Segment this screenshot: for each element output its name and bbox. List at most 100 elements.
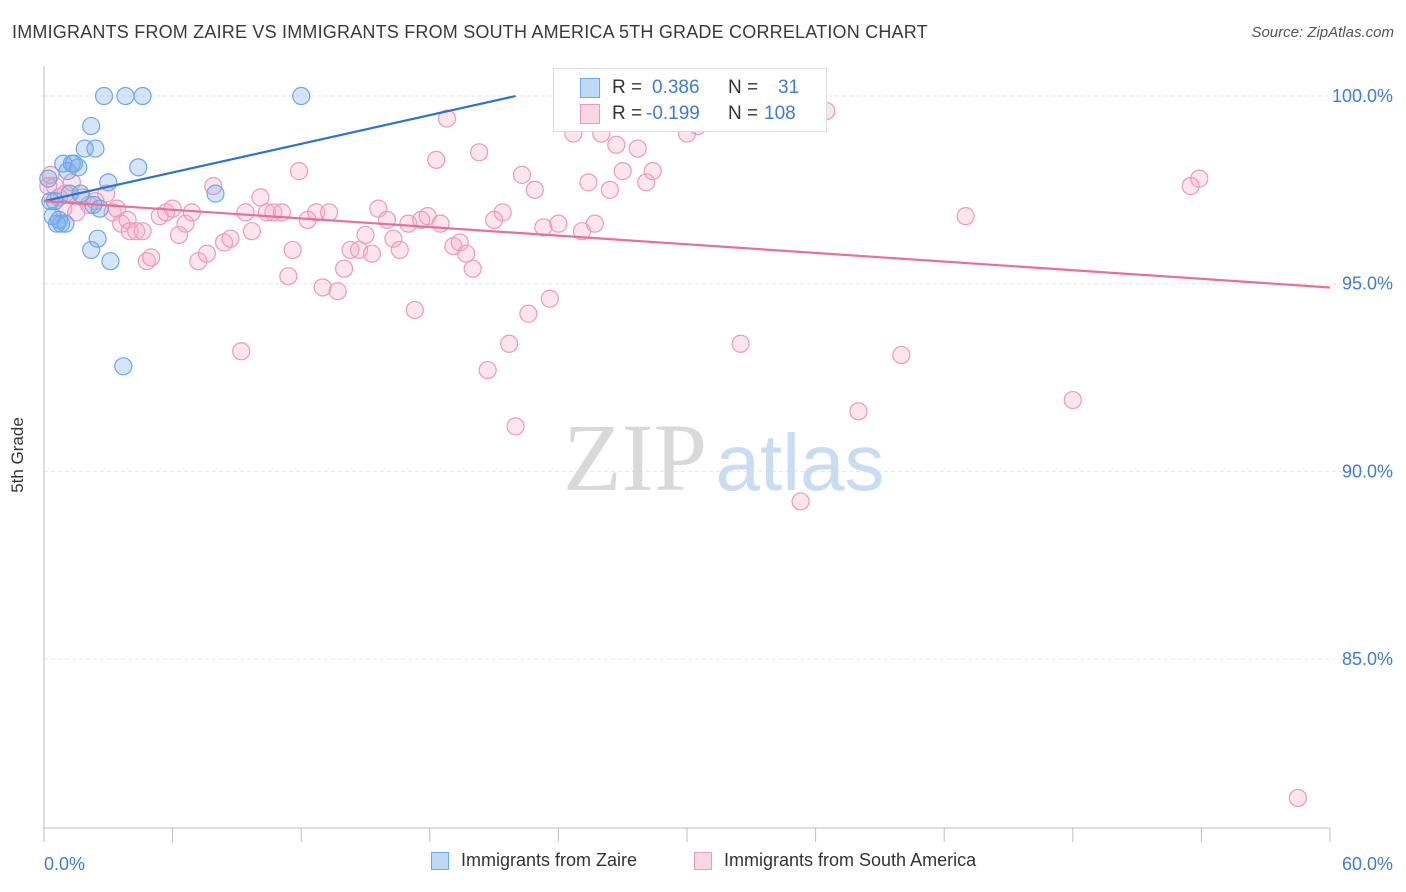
south-america-point [279, 267, 298, 286]
zaire-point [82, 116, 101, 136]
stats-legend: R = 0.386 N = 31 R = -0.199 N = 108 [553, 68, 827, 132]
south-america-point [289, 162, 309, 181]
zaire-trend-line [43, 94, 516, 203]
south-america-point [1190, 169, 1209, 188]
legend-label: Immigrants from South America [724, 850, 977, 870]
south-america-point [334, 259, 354, 278]
south-america-point [628, 139, 647, 158]
zaire-point [75, 139, 94, 158]
south-america-point [221, 229, 240, 248]
r-value: 0.386 [652, 77, 700, 98]
south-america-legend-swatch [694, 851, 712, 870]
legend-label: Immigrants from Zaire [461, 850, 638, 870]
south-america-point [450, 233, 469, 252]
zaire-swatch [580, 78, 600, 98]
south-america-point [39, 177, 58, 196]
zaire-point [52, 214, 71, 233]
n-label: N = [728, 77, 759, 98]
south-america-point [607, 135, 626, 154]
r-label: R = [612, 77, 643, 98]
south-america-point [463, 259, 482, 278]
south-america-point [1288, 788, 1307, 808]
south-america-point [956, 207, 975, 226]
south-america-point [204, 177, 223, 196]
south-america-point [500, 334, 519, 353]
south-america-swatch [580, 104, 600, 124]
n-value: 108 [764, 103, 796, 124]
south-america-point [469, 143, 489, 162]
south-america-point [892, 345, 911, 365]
r-label: R = [612, 103, 643, 124]
south-america-point [390, 240, 409, 260]
south-america-point [142, 248, 161, 267]
south-america-point [506, 417, 525, 436]
legend-item-zaire[interactable]: Immigrants from Zaire [431, 850, 637, 871]
watermark-zip: ZIP [563, 404, 707, 511]
y-tick-label: 100.0% [1332, 86, 1393, 106]
south-america-point [585, 214, 604, 233]
south-america-point [579, 173, 598, 192]
zaire-point [114, 357, 133, 376]
zaire-point [133, 86, 152, 106]
n-label: N = [728, 103, 759, 124]
south-america-point [120, 222, 139, 241]
south-america-point [176, 214, 195, 233]
south-america-point [427, 150, 446, 169]
south-america-point [437, 109, 457, 128]
watermark-atlas: atlas [716, 418, 885, 507]
south-america-point [362, 244, 382, 263]
r-value: -0.199 [646, 103, 700, 124]
n-value: 31 [778, 77, 800, 98]
zaire-point [90, 199, 109, 218]
zaire-point [292, 86, 311, 106]
source-label: Source: ZipAtlas.com [1251, 24, 1394, 41]
y-tick-label: 85.0% [1342, 649, 1393, 669]
y-tick-label: 95.0% [1342, 274, 1393, 294]
south-america-point [319, 203, 339, 222]
south-america-point [478, 360, 497, 380]
south-america-point [600, 180, 619, 199]
south-america-point [97, 184, 116, 203]
south-america-point [307, 203, 326, 222]
south-america-point [431, 214, 450, 233]
zaire-point [62, 154, 81, 173]
south-america-point [384, 229, 403, 248]
chart-title: IMMIGRANTS FROM ZAIRE VS IMMIGRANTS FROM… [12, 22, 928, 42]
south-america-point [457, 244, 476, 263]
zaire-point [101, 252, 120, 271]
zaire-point [88, 229, 107, 248]
south-america-point [549, 214, 568, 233]
south-america-point [791, 492, 810, 511]
south-america-trend-line [43, 200, 1331, 289]
zaire-point [94, 86, 114, 106]
south-america-point [637, 173, 656, 192]
south-america-point [643, 162, 662, 181]
south-america-point [377, 210, 397, 230]
south-america-point [731, 334, 750, 353]
x-tick-label: 0.0% [44, 854, 85, 874]
south-america-point [283, 240, 302, 260]
south-america-point [133, 222, 152, 241]
south-america-point [236, 203, 255, 222]
y-tick-label: 90.0% [1342, 461, 1393, 481]
south-america-point [540, 289, 559, 308]
zaire-point [129, 158, 148, 177]
legend-item-south-america[interactable]: Immigrants from South America [694, 850, 976, 871]
south-america-point [613, 162, 632, 181]
south-america-point [197, 244, 216, 263]
south-america-point [242, 222, 262, 241]
south-america-point [328, 282, 347, 301]
south-america-point [45, 177, 64, 196]
zaire-point [86, 139, 105, 158]
south-america-point [232, 342, 251, 361]
bottom-legend: Immigrants from Zaire Immigrants from So… [0, 850, 1406, 880]
south-america-point [849, 402, 868, 421]
south-america-point [534, 218, 553, 237]
south-america-point [313, 278, 332, 297]
south-america-point [169, 225, 189, 245]
zaire-point [116, 86, 135, 106]
south-america-point [127, 222, 146, 241]
zaire-legend-swatch [431, 851, 449, 870]
south-america-point [356, 225, 375, 245]
